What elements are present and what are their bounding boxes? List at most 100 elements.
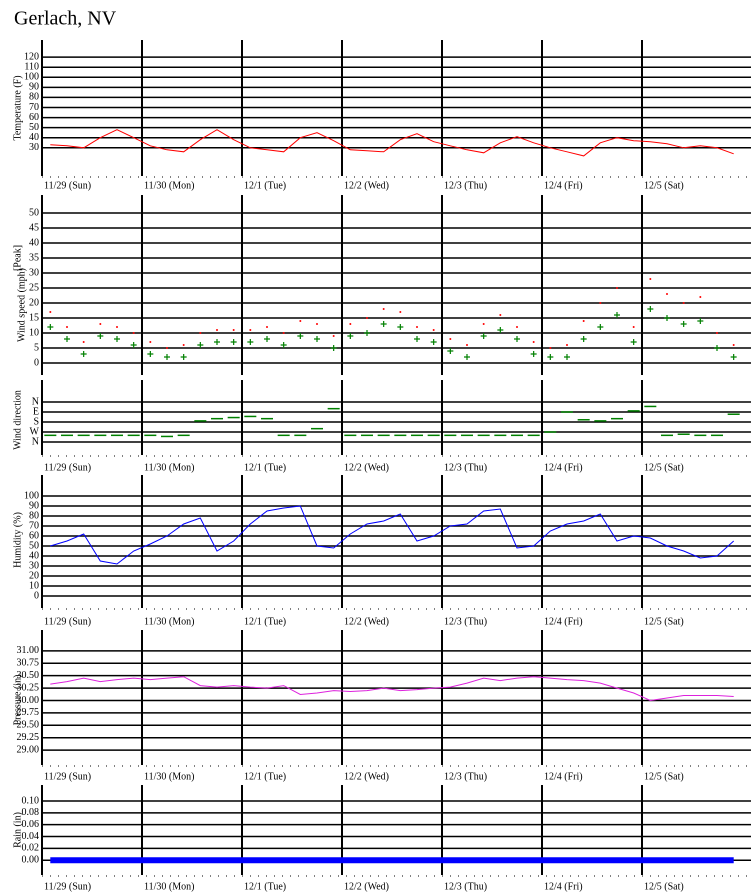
y-tick-label: 29.00: [17, 744, 40, 755]
y-tick-label: 100: [24, 490, 39, 501]
direction-point: [77, 434, 90, 437]
y-tick-label: 0.08: [22, 807, 40, 818]
x-tick-label: 12/3 (Thu): [444, 771, 487, 782]
x-tick-label: 11/30 (Mon): [144, 881, 194, 892]
wind-point: [214, 339, 220, 345]
wind-point: [430, 339, 437, 345]
direction-point: [727, 413, 740, 415]
direction-point: [627, 410, 640, 412]
wind-point: [480, 333, 487, 339]
wind-point: [714, 345, 720, 351]
peak-point: [549, 347, 552, 349]
peak-point: [732, 344, 735, 346]
x-tick-label: 12/1 (Tue): [244, 616, 286, 627]
peak-point: [682, 302, 685, 304]
direction-point: [294, 434, 307, 437]
direction-point: [177, 434, 190, 437]
y-axis-label: Humidity (%): [12, 512, 23, 568]
y-tick-label: 120: [24, 51, 39, 62]
y-tick-label: 50: [29, 540, 39, 551]
y-tick-label: 0: [34, 357, 39, 368]
direction-point: [694, 434, 707, 437]
x-tick-label: 11/29 (Sun): [44, 881, 91, 892]
x-tick-label: 12/2 (Wed): [344, 616, 389, 627]
peak-point: [449, 338, 452, 340]
y-tick-label: N: [32, 436, 39, 447]
peak-point: [199, 332, 202, 334]
direction-point: [411, 434, 423, 437]
peak-point: [216, 329, 218, 331]
peak-point: [366, 317, 368, 319]
direction-point: [711, 434, 723, 437]
x-tick-label: 11/30 (Mon): [144, 616, 194, 627]
peak-point: [466, 344, 468, 346]
peak-point: [532, 341, 535, 343]
direction-point: [444, 434, 457, 437]
x-tick-label: 12/4 (Fri): [544, 462, 583, 473]
peak-point: [566, 344, 568, 346]
wind-point: [664, 315, 670, 321]
direction-point: [544, 431, 557, 433]
direction-point: [277, 434, 290, 437]
direction-point: [61, 434, 73, 437]
direction-point: [494, 434, 507, 437]
direction-point: [361, 434, 373, 437]
peak-point: [66, 326, 68, 328]
wind-point: [180, 354, 187, 360]
peak-point: [266, 326, 268, 328]
y-tick-label: 30.75: [17, 658, 40, 669]
direction-point: [427, 434, 440, 437]
direction-point: [144, 434, 157, 437]
wind-point: [414, 336, 420, 342]
y-axis-label: Wind direction: [12, 390, 23, 450]
y-tick-label: 0.06: [22, 819, 40, 830]
peak-point: [399, 311, 402, 313]
x-tick-label: 12/1 (Tue): [244, 462, 286, 473]
wind-point: [114, 336, 120, 342]
peak-point: [649, 278, 652, 280]
series-line: [50, 129, 734, 157]
peak-point: [132, 332, 135, 334]
wind-point: [447, 348, 454, 354]
peak-point: [332, 335, 335, 337]
series-line: [50, 505, 735, 565]
direction-point: [327, 407, 340, 410]
y-tick-label: 50: [29, 207, 39, 218]
wind-point: [314, 336, 320, 342]
direction-point: [127, 434, 140, 437]
x-tick-label: 12/5 (Sat): [644, 616, 684, 627]
wind-point: [147, 351, 154, 357]
wind-point: [580, 336, 587, 342]
wind-point: [397, 324, 404, 330]
direction-point: [227, 416, 240, 419]
peak-point: [699, 296, 702, 298]
wind-point: [64, 336, 70, 342]
wind-point: [680, 321, 687, 327]
peak-point: [582, 320, 585, 322]
wind-point: [647, 306, 654, 312]
peak-point: [632, 326, 635, 328]
direction-point: [194, 420, 207, 422]
y-tick-label: 30.25: [17, 682, 40, 693]
x-tick-label: 12/1 (Tue): [244, 771, 286, 782]
x-tick-label: 12/2 (Wed): [344, 771, 389, 782]
x-tick-label: 12/3 (Thu): [444, 616, 487, 627]
x-tick-label: 12/2 (Wed): [344, 462, 389, 473]
x-tick-label: 11/30 (Mon): [144, 180, 194, 191]
y-tick-label: 30: [29, 560, 39, 571]
y-tick-label: 60: [29, 112, 39, 123]
y-tick-label: 31.00: [17, 645, 40, 656]
y-tick-label: 30: [29, 142, 39, 153]
y-tick-label: 5: [34, 342, 39, 353]
wind-point: [514, 336, 520, 342]
y-tick-label: 0: [34, 590, 39, 601]
y-axis-label: Pressure (in): [12, 675, 23, 726]
y-tick-label: 80: [29, 92, 39, 103]
peak-point: [282, 332, 285, 334]
y-tick-label: 20: [29, 297, 39, 308]
x-tick-label: 11/29 (Sun): [44, 616, 91, 627]
wind-point: [697, 318, 704, 324]
direction-point: [344, 434, 357, 437]
y-tick-label: 30.00: [17, 695, 40, 706]
